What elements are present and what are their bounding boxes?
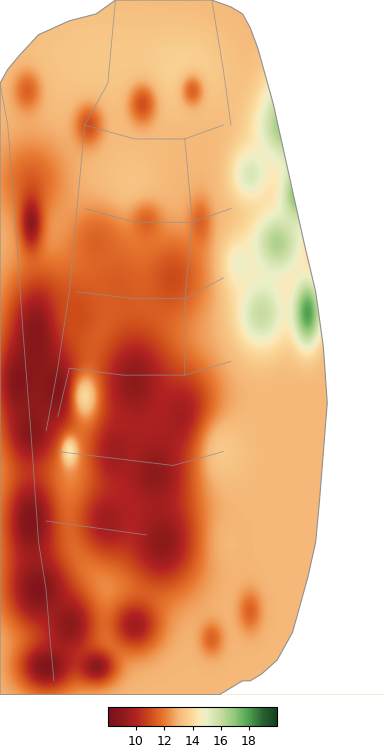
PathPatch shape (0, 0, 385, 695)
